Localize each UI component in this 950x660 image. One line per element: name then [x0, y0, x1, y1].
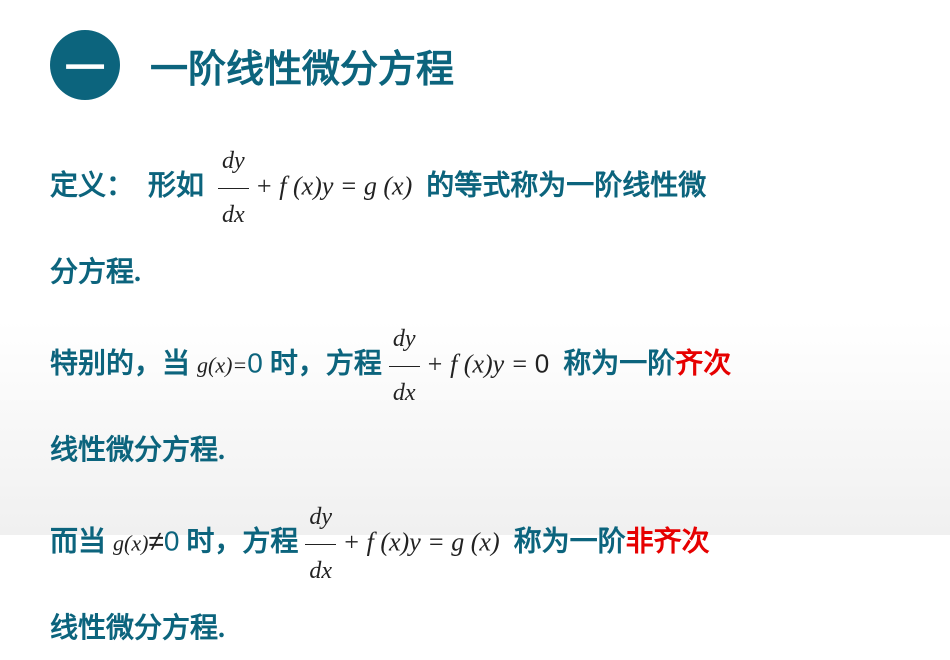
- homo-text-3: 称为一阶: [563, 349, 675, 380]
- badge-text: 一: [65, 36, 105, 94]
- nonhomogeneous-equation: dy dx + f (x)y = g (x): [305, 491, 499, 598]
- slide-title: 一阶线性微分方程: [150, 38, 454, 93]
- nonhomo-text-2: 时，方程: [186, 527, 298, 558]
- definition-paragraph: 定义： 形如 dy dx + f (x)y = g (x) 的等式称为一阶线性微…: [50, 135, 900, 303]
- homogeneous-paragraph: 特别的，当 g(x)=0 时，方程 dy dx + f (x)y = 0 称为一…: [50, 313, 900, 481]
- denominator-3: dx: [305, 545, 336, 598]
- equation-zero: 0: [535, 348, 549, 378]
- zero-value: 0: [247, 348, 263, 379]
- numerator-3: dy: [305, 491, 336, 545]
- def-label: 定义：: [50, 171, 134, 202]
- equation-rest-2: + f (x)y =: [426, 349, 535, 378]
- not-equal-symbol: ≠: [148, 526, 163, 557]
- gx-text: g(x)=: [197, 353, 247, 378]
- fraction-dydx-2: dy dx: [389, 313, 420, 420]
- equation-rest: + f (x)y = g (x): [255, 171, 412, 200]
- fraction-dydx: dy dx: [218, 135, 249, 242]
- denominator-2: dx: [389, 367, 420, 420]
- equation-rest-3: + f (x)y = g (x): [343, 528, 500, 557]
- homo-text-2: 时，方程: [270, 349, 382, 380]
- nonhomogeneous-paragraph: 而当 g(x)≠0 时，方程 dy dx + f (x)y = g (x) 称为…: [50, 491, 900, 659]
- section-number-badge: 一: [50, 30, 120, 100]
- def-text-1: 形如: [148, 171, 204, 202]
- denominator: dx: [218, 189, 249, 242]
- slide-content: 定义： 形如 dy dx + f (x)y = g (x) 的等式称为一阶线性微…: [50, 135, 900, 660]
- def-text-2: 的等式称为一阶线性微: [426, 171, 706, 202]
- def-text-3: 分方程.: [50, 257, 141, 288]
- numerator: dy: [218, 135, 249, 189]
- homo-text-1: 特别的，当: [50, 349, 190, 380]
- numerator-2: dy: [389, 313, 420, 367]
- main-equation: dy dx + f (x)y = g (x): [218, 135, 412, 242]
- nonhomo-text-4: 线性微分方程.: [50, 613, 225, 644]
- nonhomo-text-1: 而当: [50, 527, 106, 558]
- condition-gx-zero: g(x)=: [197, 353, 247, 378]
- nonhomo-text-3: 称为一阶: [514, 527, 626, 558]
- homogeneous-equation: dy dx + f (x)y = 0: [389, 313, 549, 420]
- fraction-dydx-3: dy dx: [305, 491, 336, 598]
- homogeneous-highlight: 齐次: [675, 349, 731, 380]
- homo-text-4: 线性微分方程.: [50, 435, 225, 466]
- slide-header: 一 一阶线性微分方程: [50, 30, 900, 100]
- nonhomogeneous-highlight: 非齐次: [626, 527, 710, 558]
- zero-value-2: 0: [164, 526, 180, 557]
